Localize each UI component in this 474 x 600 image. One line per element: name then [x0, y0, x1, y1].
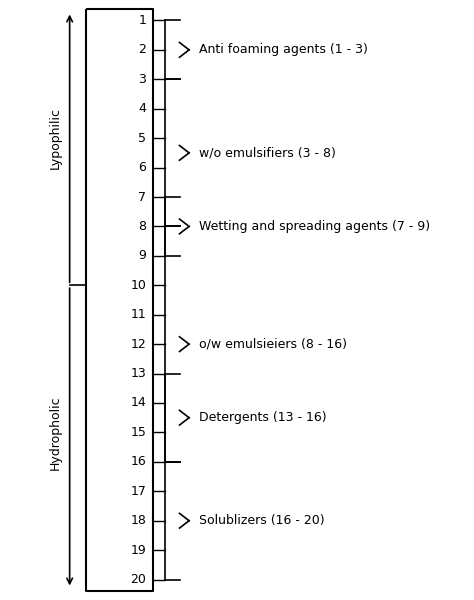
Text: 18: 18 [130, 514, 146, 527]
Text: 12: 12 [130, 338, 146, 350]
Text: 13: 13 [130, 367, 146, 380]
Text: Wetting and spreading agents (7 - 9): Wetting and spreading agents (7 - 9) [199, 220, 430, 233]
Text: 6: 6 [138, 161, 146, 174]
Text: 7: 7 [138, 191, 146, 203]
Text: 11: 11 [130, 308, 146, 321]
Text: Lypophilic: Lypophilic [49, 107, 62, 169]
Text: 4: 4 [138, 102, 146, 115]
Text: 14: 14 [130, 397, 146, 409]
Text: 16: 16 [130, 455, 146, 469]
Text: 1: 1 [138, 14, 146, 27]
Text: Hydropholic: Hydropholic [49, 395, 62, 470]
Text: 17: 17 [130, 485, 146, 498]
Text: Detergents (13 - 16): Detergents (13 - 16) [199, 411, 326, 424]
Text: 9: 9 [138, 250, 146, 262]
Text: 15: 15 [130, 426, 146, 439]
Text: 2: 2 [138, 43, 146, 56]
Text: 10: 10 [130, 279, 146, 292]
Text: 19: 19 [130, 544, 146, 557]
Text: w/o emulsifiers (3 - 8): w/o emulsifiers (3 - 8) [199, 146, 336, 160]
Text: 3: 3 [138, 73, 146, 86]
Text: o/w emulsieiers (8 - 16): o/w emulsieiers (8 - 16) [199, 338, 346, 350]
Text: 8: 8 [138, 220, 146, 233]
Text: 5: 5 [138, 131, 146, 145]
Text: Solublizers (16 - 20): Solublizers (16 - 20) [199, 514, 324, 527]
Text: Anti foaming agents (1 - 3): Anti foaming agents (1 - 3) [199, 43, 367, 56]
Text: 20: 20 [130, 573, 146, 586]
